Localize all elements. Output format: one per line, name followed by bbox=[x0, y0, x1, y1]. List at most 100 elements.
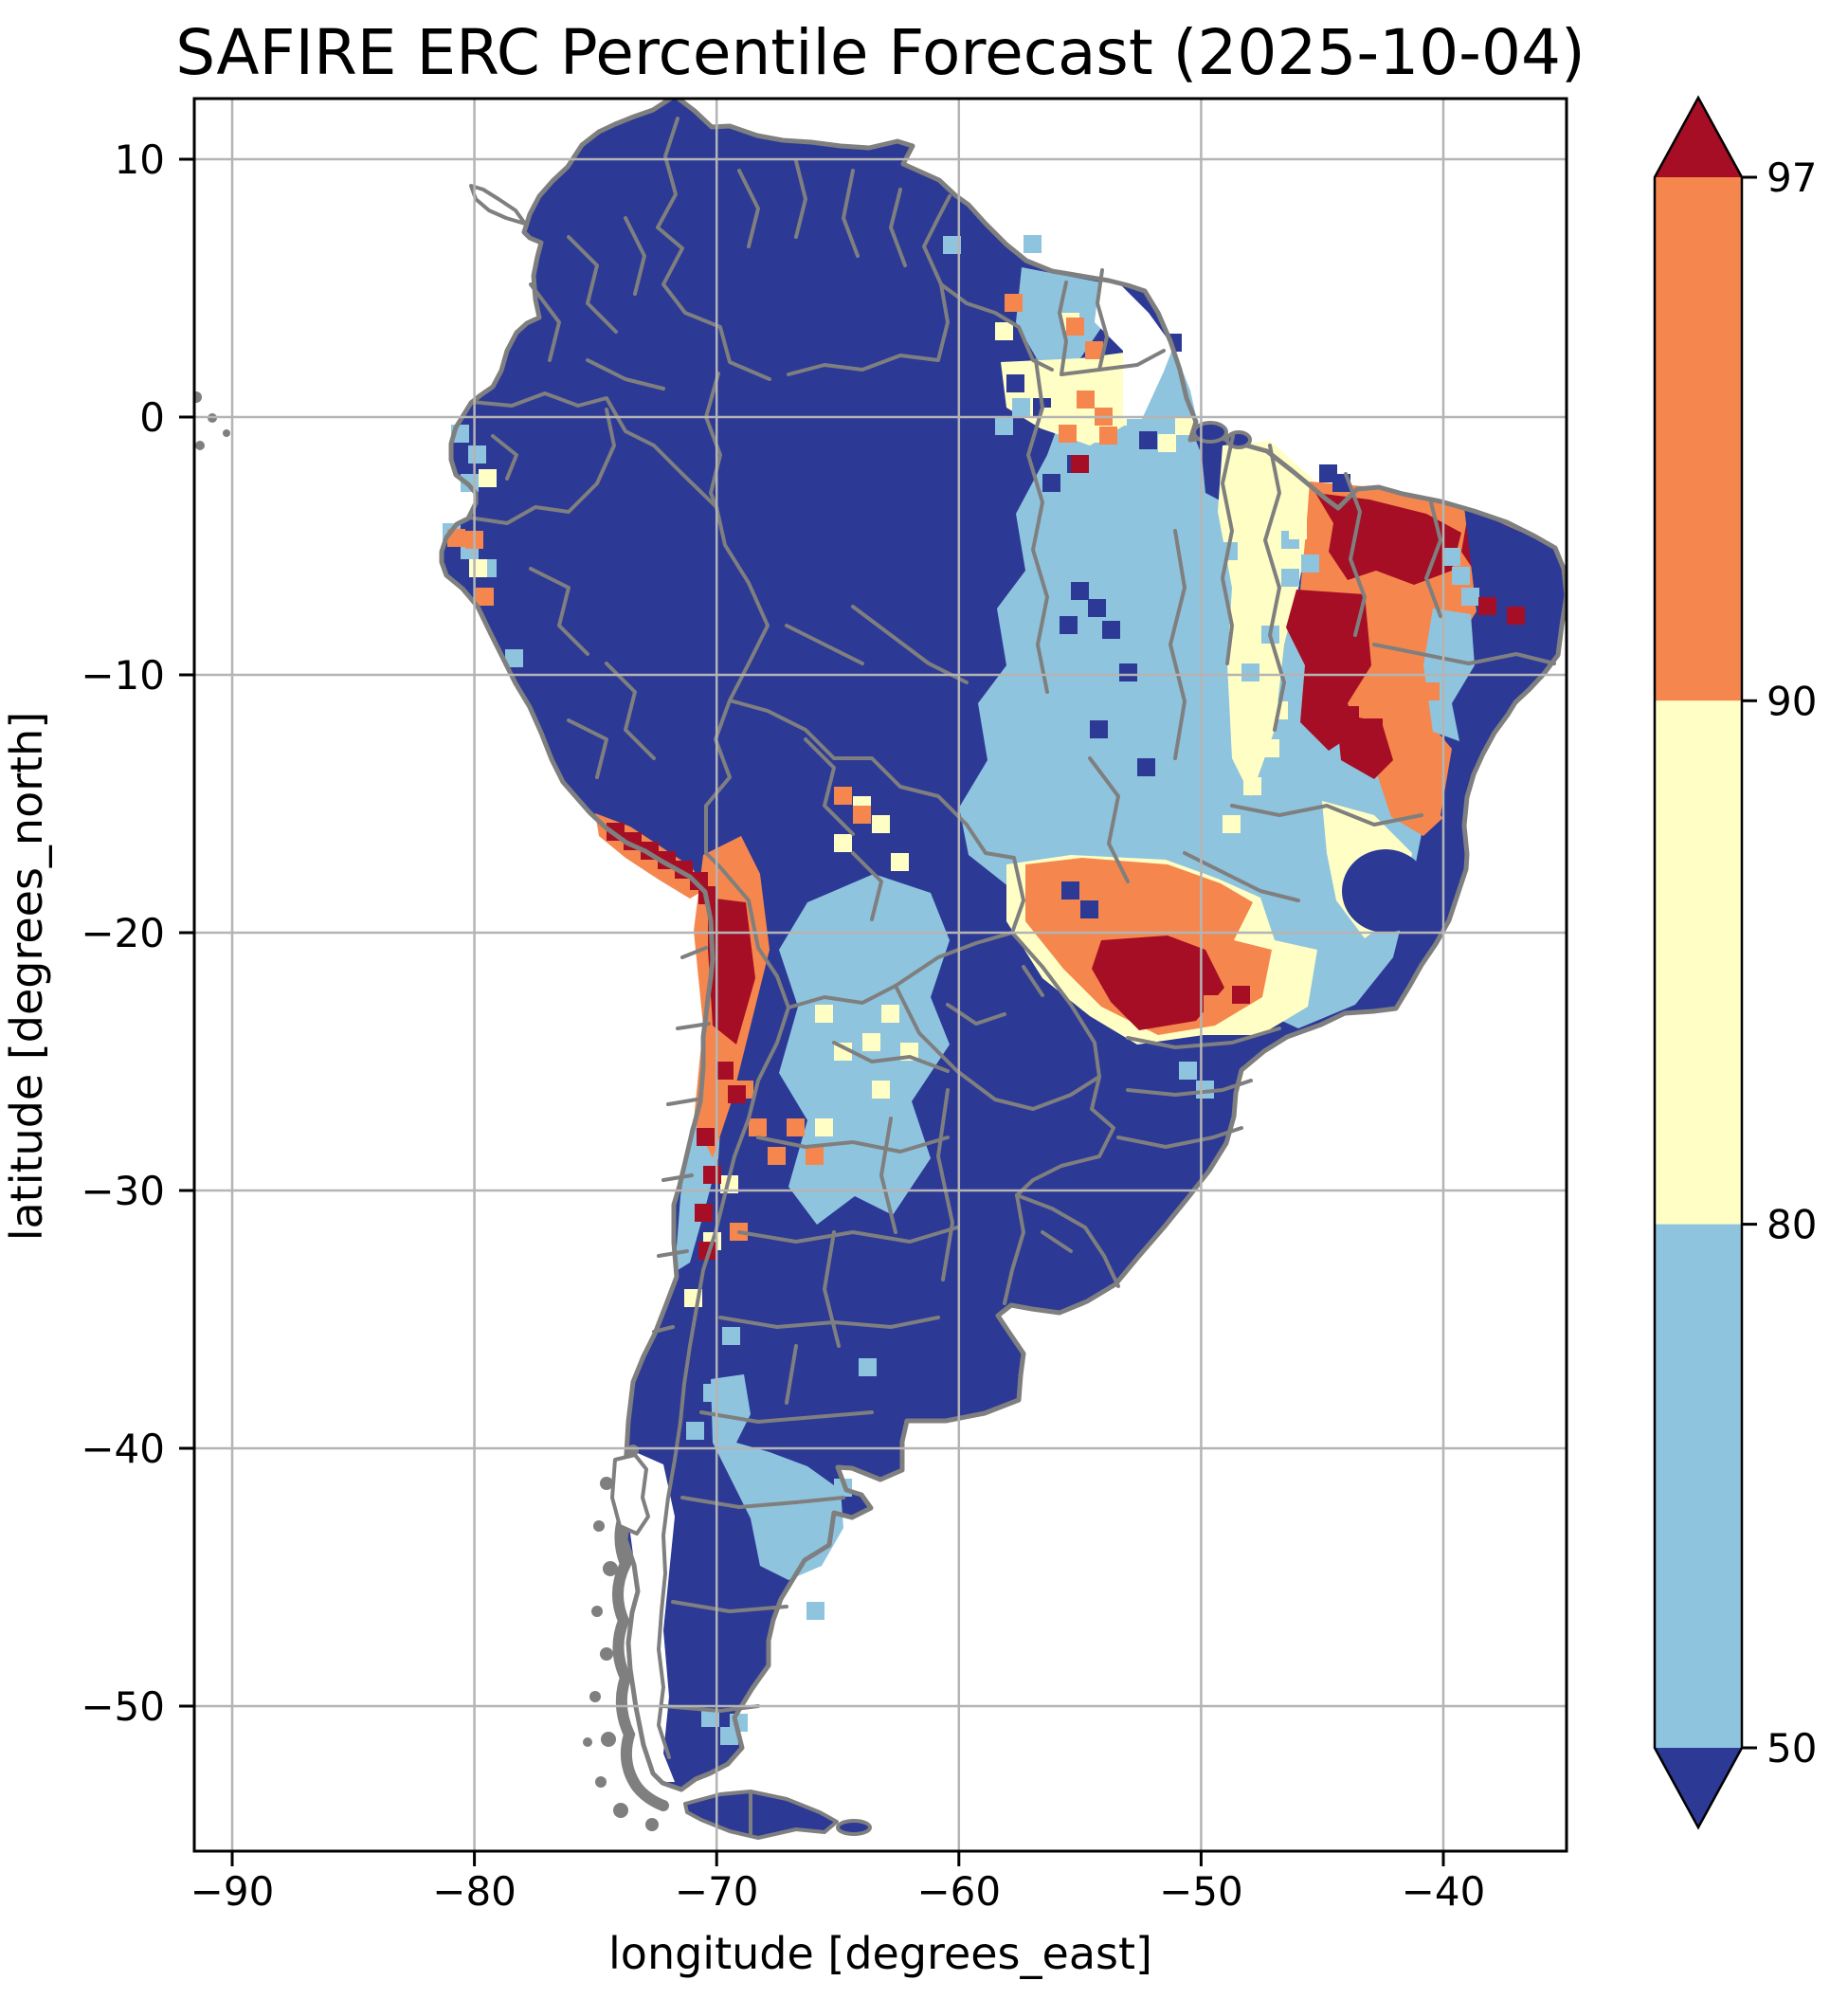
raster-cell-gt97 bbox=[1478, 597, 1496, 615]
region-ms-crimson-core bbox=[1092, 936, 1224, 1030]
raster-cell-p80_90 bbox=[1289, 521, 1307, 539]
raster-cell-p90_97 bbox=[1085, 341, 1103, 359]
region-andes-crimson-core bbox=[708, 898, 755, 1045]
raster-cell-lt50 bbox=[1119, 663, 1137, 681]
raster-cell-p80_90 bbox=[479, 469, 497, 487]
raster-cell-gt97 bbox=[1365, 718, 1383, 736]
colorbar-tick-label: 97 bbox=[1766, 154, 1817, 201]
colorbar-under-triangle bbox=[1655, 1748, 1742, 1827]
raster-cell-p50_80 bbox=[859, 1358, 877, 1376]
x-tick-label: −40 bbox=[1402, 1868, 1486, 1915]
fjord-islets bbox=[583, 1477, 659, 1831]
raster-cell-p80_90 bbox=[995, 322, 1013, 340]
raster-cell-p50_80 bbox=[505, 649, 523, 667]
colorbar-tick-label: 80 bbox=[1766, 1202, 1817, 1248]
raster-cell-p80_90 bbox=[1059, 391, 1077, 409]
raster-cell-gt97 bbox=[1507, 607, 1525, 625]
raster-cell-p80_90 bbox=[872, 815, 890, 833]
raster-cell-p50_80 bbox=[1202, 524, 1220, 542]
raster-cell-p50_80 bbox=[1442, 548, 1460, 566]
raster-cell-p90_97 bbox=[853, 806, 871, 824]
raster-cell-gt97 bbox=[703, 1166, 721, 1184]
raster-cell-p90_97 bbox=[1384, 688, 1402, 706]
colorbar-seg-90-97 bbox=[1655, 177, 1742, 701]
raster-cell-gt97 bbox=[690, 872, 708, 890]
raster-cell-p50_80 bbox=[1024, 235, 1042, 253]
raster-cell-p90_97 bbox=[1005, 294, 1023, 312]
raster-cell-p50_80 bbox=[995, 417, 1013, 435]
raster-cell-lt50 bbox=[1042, 474, 1060, 492]
raster-cell-p80_90 bbox=[862, 1033, 880, 1051]
raster-cell-p50_80 bbox=[1148, 559, 1166, 577]
raster-cell-p90_97 bbox=[1403, 701, 1421, 719]
raster-cell-p90_97 bbox=[749, 1118, 767, 1136]
galapagos-islands bbox=[194, 391, 230, 450]
y-axis-ticks: 10 0 −10 −20 −30 −40 −50 bbox=[81, 136, 194, 1730]
raster-cell-p50_80 bbox=[943, 236, 961, 254]
colorbar-seg-80-90 bbox=[1655, 700, 1742, 1225]
y-tick-label: 10 bbox=[115, 136, 165, 183]
raster-cell-p90_97 bbox=[1066, 318, 1084, 336]
y-tick-label: −10 bbox=[81, 652, 165, 699]
x-axis-label: longitude [degrees_east] bbox=[608, 1928, 1152, 1979]
colorbar-over-triangle bbox=[1655, 98, 1742, 177]
raster-cell-p50_80 bbox=[1179, 1062, 1197, 1080]
x-tick-label: −80 bbox=[432, 1868, 516, 1915]
raster-cell-gt97 bbox=[728, 1085, 746, 1103]
x-tick-label: −90 bbox=[190, 1868, 275, 1915]
raster-cell-p90_97 bbox=[1099, 427, 1117, 445]
raster-cell-p90_97 bbox=[1059, 425, 1077, 443]
raster-cell-p50_80 bbox=[1012, 398, 1030, 416]
gridlines bbox=[194, 99, 1567, 1851]
raster-cell-p90_97 bbox=[768, 1147, 786, 1165]
x-tick-label: −70 bbox=[675, 1868, 759, 1915]
raster-cell-lt50 bbox=[1139, 431, 1157, 449]
colorbar: 97 90 80 50 bbox=[1653, 95, 1817, 1830]
raster-cell-p50_80 bbox=[720, 1727, 738, 1745]
colorbar-seg-50-80 bbox=[1655, 1224, 1742, 1748]
raster-cell-p50_80 bbox=[701, 1709, 719, 1727]
raster-cell-p90_97 bbox=[834, 787, 852, 805]
raster-cell-p50_80 bbox=[1281, 569, 1299, 587]
y-tick-label: −30 bbox=[81, 1168, 165, 1214]
colorbar-ticks: 97 90 80 50 bbox=[1742, 154, 1817, 1772]
raster-cell-lt50 bbox=[1024, 445, 1042, 463]
raster-cell-lt50 bbox=[1088, 599, 1106, 617]
raster-cell-p80_90 bbox=[815, 1005, 833, 1023]
y-axis-label: latitude [degrees_north] bbox=[1, 712, 52, 1242]
raster-cell-p80_90 bbox=[881, 1005, 899, 1023]
y-tick-label: −40 bbox=[81, 1426, 165, 1472]
raster-cell-p80_90 bbox=[1261, 739, 1279, 757]
raster-cell-p50_80 bbox=[468, 445, 486, 463]
raster-cell-p80_90 bbox=[891, 853, 909, 871]
raster-cell-p50_80 bbox=[1094, 578, 1112, 596]
raster-cell-p90_97 bbox=[1422, 682, 1440, 700]
raster-cell-p50_80 bbox=[1129, 595, 1147, 613]
raster-cell-lt50 bbox=[1071, 582, 1089, 600]
raster-cell-p80_90 bbox=[469, 559, 487, 577]
y-tick-label: 0 bbox=[139, 394, 165, 441]
raster-cell-gt97 bbox=[1232, 986, 1250, 1004]
raster-cell-lt50 bbox=[1006, 374, 1024, 392]
raster-cell-p80_90 bbox=[1243, 777, 1261, 795]
raster-cell-p80_90 bbox=[834, 1043, 852, 1061]
raster-cell-p50_80 bbox=[1091, 702, 1109, 720]
colorbar-tick-label: 50 bbox=[1766, 1725, 1817, 1772]
raster-cell-p50_80 bbox=[1241, 663, 1259, 681]
region-patagonia-50-80 bbox=[711, 1374, 843, 1580]
raster-cell-lt50 bbox=[1060, 616, 1078, 634]
raster-cell-gt97 bbox=[697, 1128, 715, 1146]
raster-cell-p50_80 bbox=[1301, 554, 1319, 572]
region-french-guiana-nodata bbox=[1095, 265, 1173, 419]
raster-cell-p80_90 bbox=[1223, 815, 1241, 833]
coastline bbox=[439, 99, 1567, 1792]
raster-cell-p90_97 bbox=[787, 1118, 805, 1136]
marajo-island bbox=[1192, 421, 1228, 444]
region-ne-coastal-lt50-wedge bbox=[1436, 507, 1566, 839]
raster-cell-gt97 bbox=[1071, 455, 1089, 473]
raster-cell-p50_80 bbox=[722, 1327, 740, 1345]
raster-cell-p80_90 bbox=[834, 834, 852, 852]
raster-cell-p80_90 bbox=[815, 1118, 833, 1136]
raster-cell-p90_97 bbox=[476, 588, 494, 606]
x-tick-label: −60 bbox=[916, 1868, 1001, 1915]
